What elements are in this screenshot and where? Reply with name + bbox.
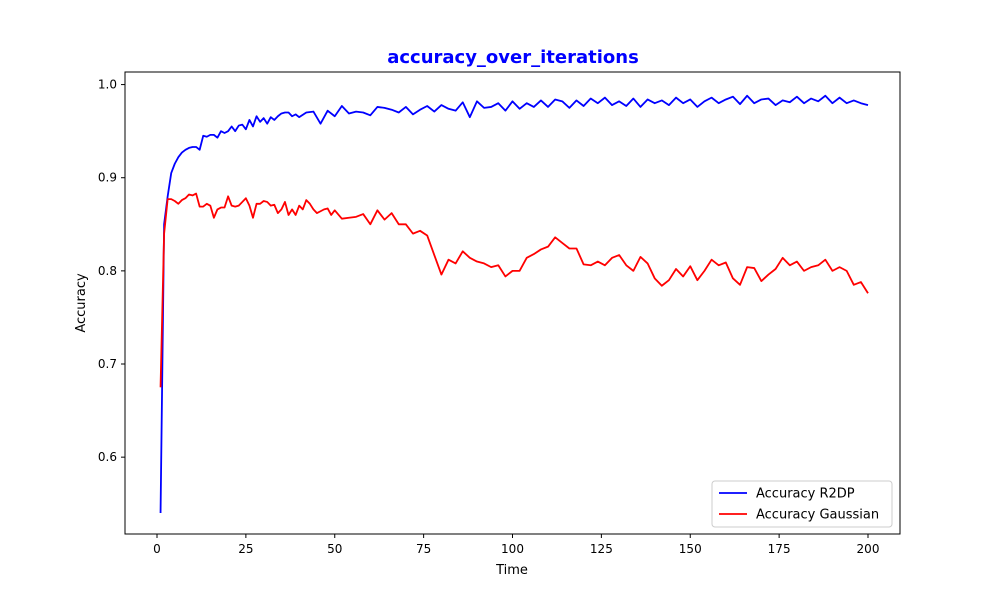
legend-box <box>711 480 893 528</box>
x-tick-label: 200 <box>857 542 880 556</box>
y-tick-label: 0.7 <box>98 357 117 371</box>
x-axis-ticks: 0 25 50 75 100 125 150 175 200 <box>153 534 879 556</box>
x-tick-label: 175 <box>768 542 791 556</box>
legend-label-r2dp: Accuracy R2DP <box>756 487 855 502</box>
y-tick-label: 1.0 <box>98 78 117 92</box>
x-tick-label: 125 <box>590 542 613 556</box>
x-axis-label: Time <box>495 563 528 578</box>
x-tick-label: 75 <box>416 542 431 556</box>
y-axis-label: Accuracy <box>74 273 89 333</box>
series-line-gaussian <box>159 192 869 388</box>
series-line-r2dp <box>159 94 869 514</box>
y-tick-label: 0.8 <box>98 264 117 278</box>
x-tick-label: 0 <box>153 542 161 556</box>
y-tick-label: 0.6 <box>98 450 117 464</box>
x-tick-label: 25 <box>238 542 253 556</box>
x-tick-label: 150 <box>679 542 702 556</box>
x-tick-label: 50 <box>327 542 342 556</box>
y-axis-ticks: 0.6 0.7 0.8 0.9 1.0 <box>98 78 125 464</box>
series-lines <box>159 94 869 514</box>
chart-title: accuracy_over_iterations <box>387 47 639 68</box>
legend-label-gaussian: Accuracy Gaussian <box>756 508 879 523</box>
y-tick-label: 0.9 <box>98 171 117 185</box>
plot-frame <box>124 71 901 535</box>
legend: Accuracy R2DP Accuracy Gaussian <box>711 480 893 528</box>
x-tick-label: 100 <box>501 542 524 556</box>
